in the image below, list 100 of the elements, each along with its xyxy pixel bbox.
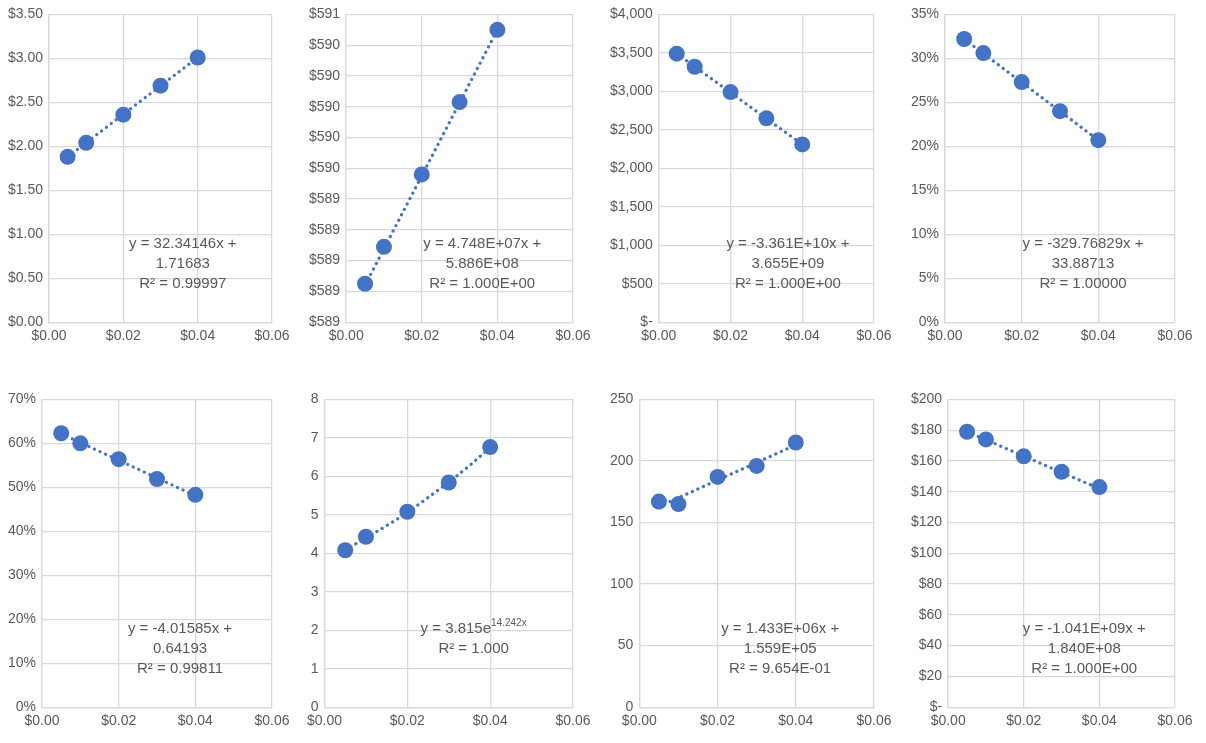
- x-tick-label: $0.02: [105, 327, 142, 344]
- annotation: y = 1.433E+06x + 1.559E+05 R² = 9.654E-01: [721, 619, 840, 677]
- y-tick-label: 0%: [918, 313, 940, 330]
- point: [413, 166, 430, 183]
- x-tick-label: $0.06: [555, 712, 591, 729]
- y-tick-label: 6: [310, 467, 319, 484]
- y-tick-label: 15%: [910, 181, 940, 198]
- point: [956, 31, 973, 48]
- y-tick-label: 70%: [7, 390, 37, 407]
- y-tick-label: $589: [308, 251, 341, 268]
- y-tick-label: $3,000: [609, 82, 654, 99]
- y-tick-label: 2: [310, 621, 319, 638]
- x-tick-label: $0.04: [1081, 712, 1118, 729]
- point: [149, 470, 166, 487]
- y-tick-label: 30%: [910, 49, 940, 66]
- x-tick-label: $0.06: [856, 327, 892, 344]
- point: [399, 503, 416, 520]
- x-tick-label: $0.00: [641, 327, 677, 344]
- y-tick-label: 150: [610, 513, 634, 530]
- point: [650, 493, 667, 510]
- y-tick-label: $590: [308, 66, 341, 83]
- point: [758, 110, 775, 127]
- x-tick-label: $0.06: [555, 327, 591, 344]
- point: [668, 45, 685, 62]
- point: [115, 106, 132, 123]
- y-tick-label: 7: [310, 428, 319, 445]
- y-tick-label: $589: [308, 282, 341, 299]
- y-tick-label: $3.50: [7, 5, 44, 22]
- y-tick-label: 50: [617, 636, 634, 653]
- point: [189, 49, 206, 66]
- annotation: y = 32.34146x + 1.71683 R² = 0.99997: [129, 234, 237, 292]
- x-tick-label: $0.04: [784, 327, 820, 344]
- y-tick-label: $1.50: [7, 181, 44, 198]
- y-tick-label: 250: [610, 390, 634, 407]
- y-tick-label: $1.00: [7, 225, 44, 242]
- x-tick-label: $0.00: [328, 327, 364, 344]
- y-tick-label: 0: [625, 698, 634, 715]
- x-tick-label: $0.04: [180, 327, 216, 344]
- y-tick-label: 35%: [910, 5, 940, 22]
- y-tick-label: $589: [308, 189, 341, 206]
- y-tick-label: $1,000: [609, 236, 654, 253]
- y-tick-label: $1,500: [609, 197, 654, 214]
- point: [451, 94, 468, 111]
- x-tick-label: $0.04: [177, 712, 214, 729]
- x-tick-label: $0.02: [1006, 712, 1042, 729]
- y-tick-label: 200: [610, 451, 634, 468]
- y-tick-label: 4: [310, 544, 319, 561]
- y-tick-label: 20%: [7, 610, 37, 627]
- y-tick-label: $60: [918, 605, 943, 622]
- y-tick-label: $590: [308, 36, 341, 53]
- point: [722, 84, 739, 101]
- point: [670, 496, 687, 513]
- point: [72, 435, 89, 452]
- annotation: y = -329.76829x + 33.88713 R² = 1.00000: [1022, 234, 1144, 292]
- point: [1053, 463, 1070, 480]
- annotation: y = -4.01585x + 0.64193 R² = 0.99811: [127, 619, 233, 677]
- point: [1090, 132, 1107, 149]
- point: [794, 136, 811, 153]
- x-tick-label: $0.06: [1157, 712, 1193, 729]
- x-tick-label: $0.02: [389, 712, 426, 729]
- y-tick-label: $500: [621, 274, 654, 291]
- y-tick-label: 40%: [7, 522, 37, 539]
- y-tick-label: 20%: [910, 137, 940, 154]
- point: [1091, 479, 1108, 496]
- x-tick-label: $0.04: [778, 712, 814, 729]
- y-tick-label: $590: [308, 159, 341, 176]
- y-tick-label: 8: [310, 390, 319, 407]
- point: [787, 434, 804, 451]
- x-tick-label: $0.06: [1157, 327, 1193, 344]
- point: [187, 486, 204, 503]
- point: [440, 474, 457, 491]
- annotation: y = -1.041E+09x + 1.840E+08 R² = 1.000E+00: [1022, 619, 1146, 677]
- y-tick-label: 25%: [910, 93, 940, 110]
- point: [482, 439, 499, 456]
- x-tick-label: $0.02: [404, 327, 440, 344]
- x-tick-label: $0.02: [1004, 327, 1040, 344]
- x-tick-label: $0.04: [479, 327, 516, 344]
- point: [748, 457, 765, 474]
- y-tick-label: 30%: [7, 566, 37, 583]
- point: [975, 45, 992, 62]
- point: [357, 275, 374, 292]
- y-tick-label: 0: [310, 698, 319, 715]
- x-tick-label: $0.00: [31, 327, 67, 344]
- y-tick-label: $3,500: [609, 43, 654, 60]
- y-tick-label: $4,000: [609, 5, 654, 22]
- point: [357, 528, 374, 545]
- x-tick-label: $0.06: [254, 712, 290, 729]
- x-tick-label: $0.04: [472, 712, 508, 729]
- y-tick-label: 50%: [7, 478, 37, 495]
- y-tick-label: $2,500: [609, 120, 654, 137]
- x-tick-label: $0.06: [856, 712, 892, 729]
- point: [709, 468, 726, 485]
- x-tick-label: $0.02: [101, 712, 137, 729]
- y-tick-label: 0%: [15, 698, 37, 715]
- point: [78, 134, 95, 151]
- y-tick-label: 5%: [918, 269, 940, 286]
- y-tick-label: 10%: [910, 225, 940, 242]
- y-tick-label: 100: [610, 574, 634, 591]
- y-tick-label: $200: [910, 390, 943, 407]
- y-tick-label: $591: [308, 5, 341, 22]
